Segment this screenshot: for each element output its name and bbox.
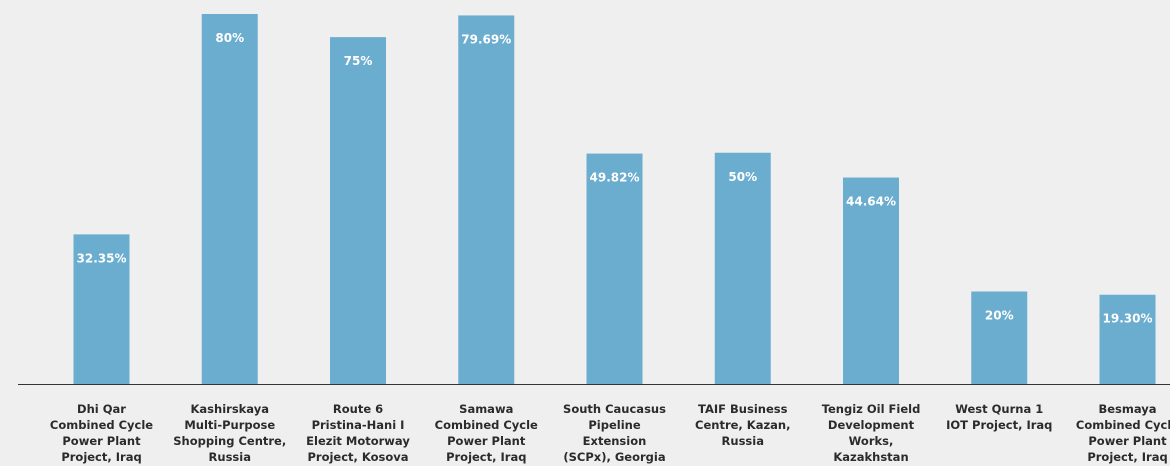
category-label-6: TAIF Business Centre, Kazan, Russia <box>695 402 790 448</box>
value-label-5: 49.82% <box>590 171 640 185</box>
value-label-8: 20% <box>985 309 1014 323</box>
category-label-7: Tengiz Oil Field Development Works, Kazakhs… <box>822 402 921 464</box>
bar-7 <box>843 177 899 384</box>
value-labels-group: 32.35% 80% 75% 79.69% 49.82% 50% 44.64% 20% 19.3… <box>77 31 1153 326</box>
value-label-7: 44.64% <box>846 195 896 209</box>
value-label-2: 80% <box>215 31 244 45</box>
category-label-1: Dhi Qar Combined Cycle Power Plant Project,… <box>50 402 153 464</box>
bars-group <box>73 14 1156 385</box>
category-label-2: Kashirskaya Multi-Purpose Shopping Centre,… <box>173 402 286 464</box>
value-label-9: 19.30% <box>1103 312 1153 326</box>
bar-4 <box>458 15 515 385</box>
value-label-4: 79.69% <box>461 32 511 46</box>
category-label-5: South Caucasus Pipeline Extension (SCPx), G… <box>563 402 666 464</box>
bar-9 <box>1099 294 1156 384</box>
value-label-6: 50% <box>728 170 757 184</box>
bar-8 <box>971 291 1028 384</box>
category-labels-group: Dhi Qar Combined Cycle Power Plant Project,… <box>50 402 1170 464</box>
category-label-8: West Qurna 1 IOT Project, Iraq <box>946 402 1052 432</box>
value-label-3: 75% <box>344 54 373 68</box>
bar-3 <box>330 37 386 385</box>
bar-6 <box>714 152 771 384</box>
bar-5 <box>586 153 643 384</box>
bar-1 <box>73 234 130 384</box>
value-label-1: 32.35% <box>77 251 127 265</box>
category-label-4: Samawa Combined Cycle Power Plant Project, … <box>435 402 538 464</box>
category-label-3: Route 6 Pristina-Hani I Elezit Motorway Pro… <box>306 402 410 464</box>
category-label-9: Besmaya Combined Cycle Power Plant Project,… <box>1076 402 1170 464</box>
bar-2 <box>201 14 258 384</box>
